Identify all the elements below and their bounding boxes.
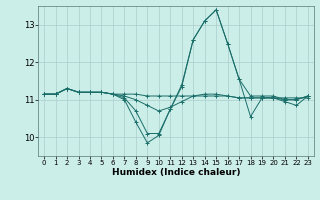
X-axis label: Humidex (Indice chaleur): Humidex (Indice chaleur) bbox=[112, 168, 240, 177]
